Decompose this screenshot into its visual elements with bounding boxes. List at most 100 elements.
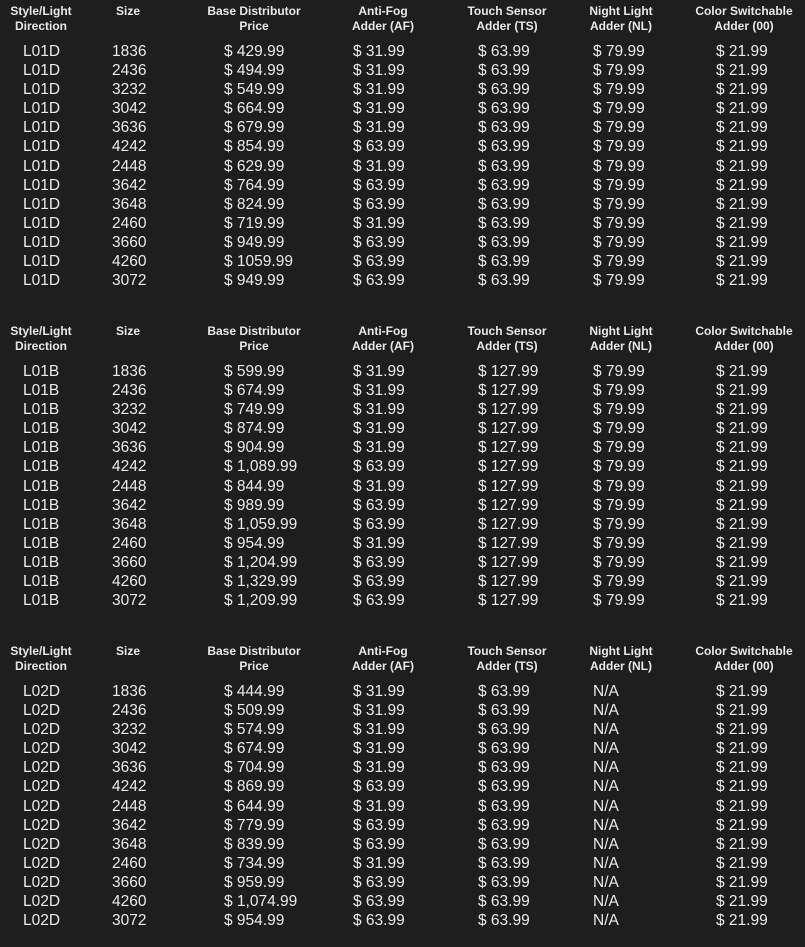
cell-base-price: $ 429.99: [224, 43, 285, 60]
table-row: L02D 2460 $ 734.99 $ 31.99 $ 63.99 N/A $ 21.99: [0, 854, 805, 873]
cell-anti-fog: $ 31.99: [353, 119, 405, 137]
cell-color-switchable: $ 21.99: [716, 534, 768, 552]
cell-base-price: $ 629.99: [224, 157, 285, 175]
cell-size: 3660: [112, 233, 147, 251]
header-night-light: Night Light Adder (NL): [589, 644, 653, 673]
cell-night-light: N/A: [593, 816, 619, 834]
cell-night-light: $ 79.99: [593, 573, 645, 591]
cell-style-direction: L02D: [23, 854, 61, 872]
cell-anti-fog: $ 31.99: [353, 740, 405, 758]
cell-night-light: N/A: [593, 740, 619, 758]
table-row: L01D 4242 $ 854.99 $ 63.99 $ 63.99 $ 79.99 $ 2…: [0, 137, 805, 156]
cell-style-direction: L01B: [23, 534, 60, 552]
cell-anti-fog: $ 31.99: [353, 43, 405, 60]
cell-anti-fog: $ 31.99: [353, 759, 405, 777]
cell-style-direction: L01D: [23, 138, 61, 156]
cell-anti-fog: $ 63.99: [353, 835, 405, 853]
cell-color-switchable: $ 21.99: [716, 740, 768, 758]
cell-size: 2460: [112, 534, 147, 552]
cell-base-price: $ 1,329.99: [224, 573, 298, 591]
cell-night-light: $ 79.99: [593, 382, 645, 400]
cell-anti-fog: $ 31.99: [353, 420, 405, 438]
cell-style-direction: L02D: [23, 912, 61, 930]
table-row: L01D 2436 $ 494.99 $ 31.99 $ 63.99 $ 79.99 $ 2…: [0, 61, 805, 80]
cell-night-light: N/A: [593, 721, 619, 739]
table-row: L01D 3642 $ 764.99 $ 63.99 $ 63.99 $ 79.99 $ 2…: [0, 176, 805, 195]
cell-style-direction: L02D: [23, 778, 61, 796]
cell-size: 4260: [112, 893, 147, 911]
cell-anti-fog: $ 63.99: [353, 592, 405, 610]
cell-base-price: $ 444.99: [224, 683, 285, 700]
table-row: L02D 4242 $ 869.99 $ 63.99 $ 63.99 N/A $ 21.99: [0, 777, 805, 796]
cell-anti-fog: $ 31.99: [353, 157, 405, 175]
cell-touch-sensor: $ 63.99: [478, 835, 530, 853]
table-row: L01D 3648 $ 824.99 $ 63.99 $ 63.99 $ 79.99 $ 2…: [0, 195, 805, 214]
cell-base-price: $ 664.99: [224, 100, 285, 118]
cell-anti-fog: $ 63.99: [353, 272, 405, 290]
cell-touch-sensor: $ 63.99: [478, 253, 530, 271]
table-row: L01B 3642 $ 989.99 $ 63.99 $ 127.99 $ 79.99 $ …: [0, 496, 805, 515]
cell-anti-fog: $ 63.99: [353, 176, 405, 194]
cell-color-switchable: $ 21.99: [716, 573, 768, 591]
cell-style-direction: L01D: [23, 214, 61, 232]
cell-night-light: $ 79.99: [593, 553, 645, 571]
cell-size: 3232: [112, 81, 147, 99]
table-row: L01D 3636 $ 679.99 $ 31.99 $ 63.99 $ 79.99 $ 2…: [0, 118, 805, 137]
table-row: L01B 4260 $ 1,329.99 $ 63.99 $ 127.99 $ 79.99…: [0, 572, 805, 591]
cell-style-direction: L01B: [23, 382, 60, 400]
cell-base-price: $ 904.99: [224, 439, 285, 457]
cell-anti-fog: $ 63.99: [353, 496, 405, 514]
header-night-light: Night Light Adder (NL): [589, 4, 653, 33]
cell-base-price: $ 574.99: [224, 721, 285, 739]
table-row: L01D 2448 $ 629.99 $ 31.99 $ 63.99 $ 79.99 $ 2…: [0, 157, 805, 176]
cell-touch-sensor: $ 63.99: [478, 740, 530, 758]
cell-size: 3072: [112, 592, 147, 610]
header-anti-fog: Anti-Fog Adder (AF): [352, 644, 414, 673]
cell-base-price: $ 1,074.99: [224, 893, 298, 911]
cell-style-direction: L01B: [23, 401, 60, 419]
cell-style-direction: L01D: [23, 119, 61, 137]
cell-night-light: $ 79.99: [593, 119, 645, 137]
cell-style-direction: L02D: [23, 683, 61, 700]
cell-base-price: $ 874.99: [224, 420, 285, 438]
table-row: L01B 3636 $ 904.99 $ 31.99 $ 127.99 $ 79.99 $ …: [0, 438, 805, 457]
cell-style-direction: L01D: [23, 81, 61, 99]
cell-style-direction: L02D: [23, 873, 61, 891]
table-row: L02D 3660 $ 959.99 $ 63.99 $ 63.99 N/A $ 21.99: [0, 873, 805, 892]
table-row: L02D 3642 $ 779.99 $ 63.99 $ 63.99 N/A $ 21.99: [0, 816, 805, 835]
cell-style-direction: L01B: [23, 573, 60, 591]
cell-size: 3642: [112, 496, 147, 514]
header-style-direction: Style/Light Direction: [10, 644, 72, 673]
cell-style-direction: L02D: [23, 797, 61, 815]
cell-night-light: N/A: [593, 912, 619, 930]
cell-color-switchable: $ 21.99: [716, 854, 768, 872]
cell-size: 3642: [112, 816, 147, 834]
cell-size: 2448: [112, 477, 147, 495]
table-row: L01D 3660 $ 949.99 $ 63.99 $ 63.99 $ 79.99 $ 2…: [0, 233, 805, 252]
table-body: L02D 1836 $ 444.99 $ 31.99 $ 63.99 N/A $ 21.99…: [0, 682, 805, 930]
cell-color-switchable: $ 21.99: [716, 893, 768, 911]
cell-touch-sensor: $ 127.99: [478, 534, 539, 552]
cell-base-price: $ 764.99: [224, 176, 285, 194]
cell-style-direction: L01B: [23, 477, 60, 495]
cell-touch-sensor: $ 63.99: [478, 195, 530, 213]
table-row: L01B 3660 $ 1,204.99 $ 63.99 $ 127.99 $ 79.99…: [0, 553, 805, 572]
cell-touch-sensor: $ 127.99: [478, 477, 539, 495]
cell-touch-sensor: $ 63.99: [478, 62, 530, 80]
table-row: L02D 1836 $ 444.99 $ 31.99 $ 63.99 N/A $ 21.99: [0, 682, 805, 701]
cell-base-price: $ 844.99: [224, 477, 285, 495]
cell-color-switchable: $ 21.99: [716, 138, 768, 156]
header-anti-fog: Anti-Fog Adder (AF): [352, 4, 414, 33]
cell-color-switchable: $ 21.99: [716, 553, 768, 571]
table-row: L01D 2460 $ 719.99 $ 31.99 $ 63.99 $ 79.99 $ 2…: [0, 214, 805, 233]
cell-touch-sensor: $ 63.99: [478, 43, 530, 60]
cell-size: 4242: [112, 458, 147, 476]
cell-touch-sensor: $ 63.99: [478, 702, 530, 720]
cell-touch-sensor: $ 63.99: [478, 214, 530, 232]
cell-style-direction: L01B: [23, 439, 60, 457]
cell-size: 4260: [112, 573, 147, 591]
table-row: L01B 2460 $ 954.99 $ 31.99 $ 127.99 $ 79.99 $ …: [0, 534, 805, 553]
cell-touch-sensor: $ 63.99: [478, 797, 530, 815]
cell-night-light: $ 79.99: [593, 420, 645, 438]
cell-style-direction: L01B: [23, 553, 60, 571]
